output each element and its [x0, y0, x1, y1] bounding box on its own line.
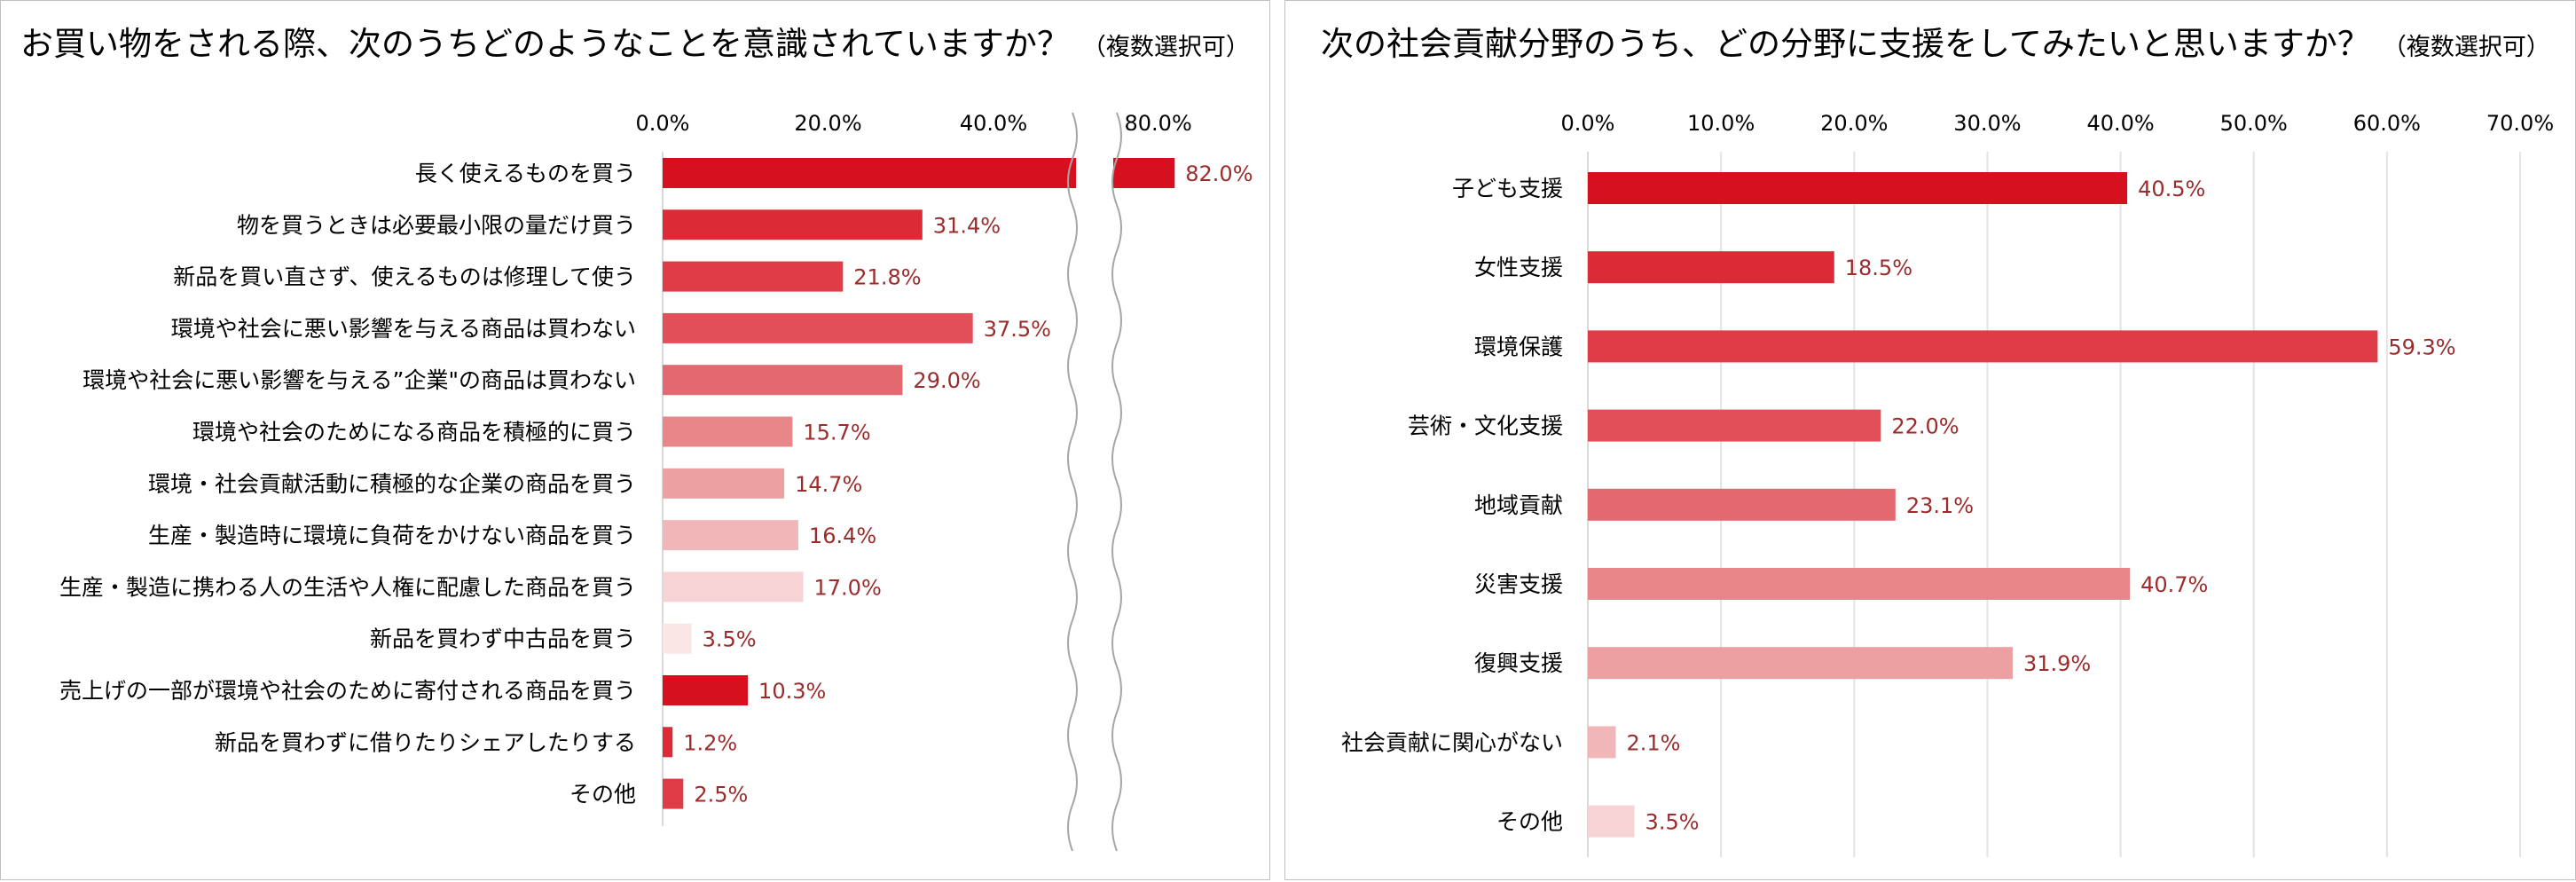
left-bar	[663, 416, 793, 447]
left-title-note: （複数選択可）	[1081, 34, 1250, 61]
left-bar	[663, 365, 903, 396]
right-category-label: 社会貢献に関心がない	[1341, 729, 1563, 755]
left-value-label: 2.5%	[694, 783, 748, 807]
right-tick-label: 10.0%	[1687, 111, 1755, 136]
left-category-label: 新品を買い直さず、使えるものは修理して使う	[173, 264, 636, 290]
right-bar	[1588, 409, 1881, 442]
right-bar	[1588, 330, 2378, 363]
left-bar	[663, 571, 804, 602]
left-category-label: 環境や社会のためになる商品を積極的に買う	[192, 420, 636, 445]
left-tick-label: 80.0%	[1125, 111, 1192, 136]
left-category-label: 新品を買わず中古品を買う	[370, 626, 636, 652]
left-axis-break-line	[1111, 112, 1122, 852]
right-tick-label: 50.0%	[2220, 111, 2288, 136]
left-value-label: 3.5%	[703, 627, 757, 652]
right-value-label: 22.0%	[1891, 414, 1959, 439]
left-category-label: その他	[569, 782, 636, 807]
right-category-label: 女性支援	[1474, 255, 1563, 280]
left-bar	[663, 520, 798, 551]
right-chart-panel: 次の社会貢献分野のうち、どの分野に支援をしてみたいと思いますか？ （複数選択可） …	[1284, 0, 2576, 880]
right-value-label: 40.7%	[2140, 572, 2208, 597]
right-bar	[1588, 251, 1834, 284]
left-bar-chart: 0.0% 20.0% 40.0% 80.0% 長く使えるものを買う 82.0% 物を買うとき…	[59, 111, 1253, 852]
left-bar	[663, 468, 785, 499]
right-tick-label: 40.0%	[2086, 111, 2154, 136]
right-value-label: 40.5%	[2138, 177, 2205, 201]
right-bar	[1588, 647, 2013, 680]
left-bar	[663, 675, 749, 705]
right-category-label: 子ども支援	[1452, 176, 1563, 201]
right-value-label: 59.3%	[2388, 335, 2455, 359]
right-value-label: 23.1%	[1906, 493, 1974, 518]
right-bar	[1588, 726, 1616, 759]
left-category-label: 長く使えるものを買う	[415, 161, 636, 186]
right-bar	[1588, 568, 2131, 600]
right-tick-label: 20.0%	[1820, 111, 1888, 136]
left-value-label: 82.0%	[1185, 161, 1253, 186]
right-tick-label: 70.0%	[2486, 111, 2554, 136]
right-tick-label: 60.0%	[2353, 111, 2421, 136]
left-bar	[663, 778, 684, 809]
left-bar	[663, 261, 844, 292]
left-bar	[663, 312, 973, 343]
right-category-label: 復興支援	[1474, 650, 1563, 676]
right-title-text: 次の社会貢献分野のうち、どの分野に支援をしてみたいと思いますか？	[1321, 25, 2370, 63]
left-chart-panel: お買い物をされる際、次のうちどのようなことを意識されていますか？ （複数選択可） …	[0, 0, 1270, 880]
right-category-label: 環境保護	[1474, 334, 1563, 359]
right-title-note: （複数選択可）	[2382, 34, 2550, 61]
left-value-label: 15.7%	[803, 421, 870, 445]
left-value-label: 37.5%	[984, 317, 1051, 342]
left-tick-label: 40.0%	[960, 111, 1027, 136]
right-bar	[1588, 805, 1635, 838]
left-value-label: 21.8%	[853, 265, 921, 290]
right-tick-label: 30.0%	[1953, 111, 2021, 136]
right-value-label: 18.5%	[1845, 256, 1912, 280]
right-tick-label: 0.0%	[1561, 111, 1615, 136]
left-tick-label: 20.0%	[794, 111, 861, 136]
right-bar-chart: 0.0% 10.0% 20.0% 30.0% 40.0% 50.0% 60.0% 70.0% 子…	[1341, 111, 2554, 857]
right-category-label: 芸術・文化支援	[1408, 413, 1563, 439]
right-category-label: 地域貢献	[1474, 492, 1563, 518]
left-axis-break-gap	[1076, 113, 1113, 840]
left-category-label: 環境・社会貢献活動に積極的な企業の商品を買う	[148, 471, 636, 497]
left-chart-title: お買い物をされる際、次のうちどのようなことを意識されていますか？ （複数選択可）	[20, 17, 1250, 65]
left-category-label: 新品を買わずに借りたりシェアしたりする	[215, 729, 636, 755]
left-title-text: お買い物をされる際、次のうちどのようなことを意識されていますか？	[20, 25, 1070, 63]
right-chart-title: 次の社会貢献分野のうち、どの分野に支援をしてみたいと思いますか？ （複数選択可）	[1321, 17, 2550, 65]
left-bar	[663, 727, 673, 758]
right-bar	[1588, 488, 1896, 521]
left-category-label: 生産・製造時に環境に負荷をかけない商品を買う	[148, 523, 636, 548]
left-axis-break-line	[1067, 112, 1078, 852]
right-bar	[1588, 172, 2128, 204]
left-category-label: 環境や社会に悪い影響を与える”企業"の商品は買わない	[82, 367, 636, 393]
left-category-label: 売上げの一部が環境や社会のために寄付される商品を買う	[59, 678, 636, 704]
left-value-label: 31.4%	[933, 213, 1001, 238]
left-bar	[663, 209, 923, 240]
left-category-label: 生産・製造に携わる人の生活や人権に配慮した商品を買う	[59, 574, 636, 600]
left-value-label: 16.4%	[809, 524, 876, 548]
left-bar	[663, 623, 692, 654]
left-category-label: 物を買うときは必要最小限の量だけ買う	[237, 212, 636, 238]
right-value-label: 31.9%	[2023, 651, 2091, 676]
right-value-label: 3.5%	[1645, 810, 1700, 835]
left-value-label: 14.7%	[795, 472, 862, 497]
left-value-label: 17.0%	[814, 575, 882, 600]
right-value-label: 2.1%	[1627, 730, 1681, 755]
left-value-label: 1.2%	[683, 730, 737, 755]
left-value-label: 10.3%	[758, 679, 826, 704]
left-tick-label: 0.0%	[636, 111, 690, 136]
left-category-label: 環境や社会に悪い影響を与える商品は買わない	[171, 316, 636, 342]
left-value-label: 29.0%	[913, 368, 980, 393]
right-category-label: 災害支援	[1474, 571, 1563, 597]
right-category-label: その他	[1496, 809, 1563, 835]
